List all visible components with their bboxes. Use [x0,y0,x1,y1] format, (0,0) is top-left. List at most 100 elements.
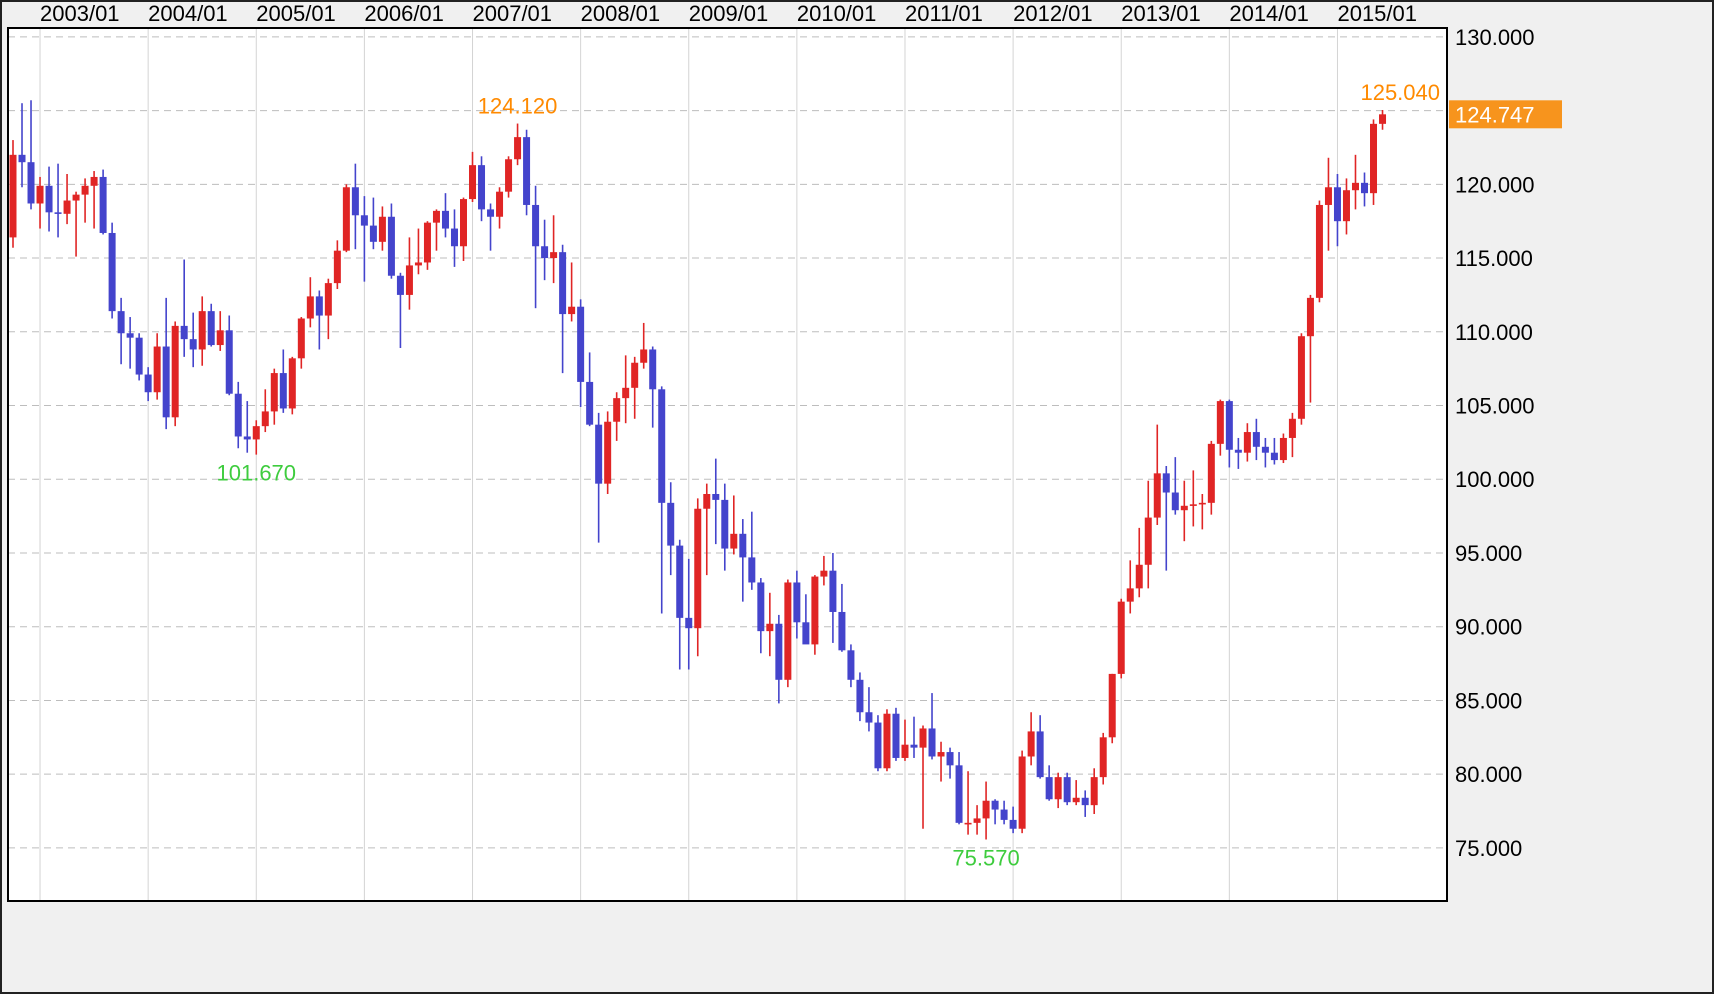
candle [315,290,323,350]
candle [153,333,161,400]
x-axis-label: 2012/01 [1013,1,1093,26]
candle [1252,418,1260,461]
candle [892,707,900,761]
chart-plot-area[interactable] [8,28,1447,901]
annotation-low: 101.670 [217,461,297,486]
candle [1234,437,1242,469]
candle [1342,178,1350,235]
candle [811,575,819,655]
candle [532,185,540,309]
candle [171,321,179,427]
candle [225,315,233,396]
candle [1000,800,1008,825]
candle [45,166,53,232]
candle [1108,673,1116,744]
candle [946,747,954,779]
candle [721,483,729,571]
candle [874,715,882,772]
candle [198,296,206,366]
annotation-high: 125.040 [1360,80,1440,105]
candle [856,672,864,722]
candle [360,196,368,282]
candle [1351,154,1359,210]
candle [450,209,458,267]
candle [487,203,495,251]
candle [496,187,504,229]
candle [1297,333,1305,425]
x-axis-label: 2007/01 [473,1,553,26]
candle [414,228,422,275]
y-axis-label: 115.000 [1455,246,1533,271]
candle [27,100,35,210]
candle [505,156,513,198]
candle [1027,712,1035,766]
candle [901,719,909,761]
candle [1315,200,1323,303]
candle [306,277,314,328]
candle [676,539,684,670]
candle [766,592,774,657]
candle [469,151,477,203]
candle [54,163,62,238]
candle [1279,433,1287,464]
current-price-label: 124.747 [1455,102,1535,127]
plot-border [7,27,1448,902]
candle [1009,806,1017,834]
candle [1018,750,1026,834]
candle [730,495,738,555]
y-axis-label: 80.000 [1455,762,1522,787]
current-price-badge: 124.747 [1449,100,1562,129]
candle [243,401,251,453]
x-axis-label: 2004/01 [148,1,228,26]
x-axis-label: 2005/01 [256,1,336,26]
candle [189,312,197,368]
candle [820,555,828,586]
candle [342,184,350,253]
candle [279,349,287,413]
candle [126,317,134,369]
candle [1045,765,1053,801]
candle [928,693,936,760]
y-axis-label: 130.000 [1455,25,1535,50]
candle [1162,465,1170,571]
candle [117,297,125,365]
candle [1126,560,1134,614]
candle [658,386,666,614]
candle [90,171,98,229]
candle [1261,437,1269,468]
candle [955,752,963,825]
candle [108,222,116,319]
candle [1189,470,1197,527]
x-axis-label: 2006/01 [364,1,444,26]
y-axis-label: 85.000 [1455,688,1522,713]
candle [739,519,747,602]
candle [288,356,296,415]
candle [640,322,648,369]
annotation-high: 124.120 [478,94,558,119]
candle [1054,772,1062,809]
candle [207,303,215,347]
x-axis-label: 2010/01 [797,1,877,26]
y-axis-label: 100.000 [1455,467,1535,492]
candle [387,203,395,279]
candle [1063,772,1071,806]
candle [613,392,621,441]
candle [1324,157,1332,251]
candle [1081,790,1089,817]
candle [919,725,927,829]
candle [81,178,89,223]
candle [973,805,981,835]
candle [333,240,341,290]
candle [252,420,260,455]
candle [649,346,657,428]
candle [865,687,873,732]
y-axis-label: 75.000 [1455,836,1522,861]
candle [1036,715,1044,779]
candle [1333,173,1341,247]
candle [378,206,386,251]
candle [514,123,522,166]
y-axis-label: 95.000 [1455,541,1522,566]
candle [261,389,269,433]
